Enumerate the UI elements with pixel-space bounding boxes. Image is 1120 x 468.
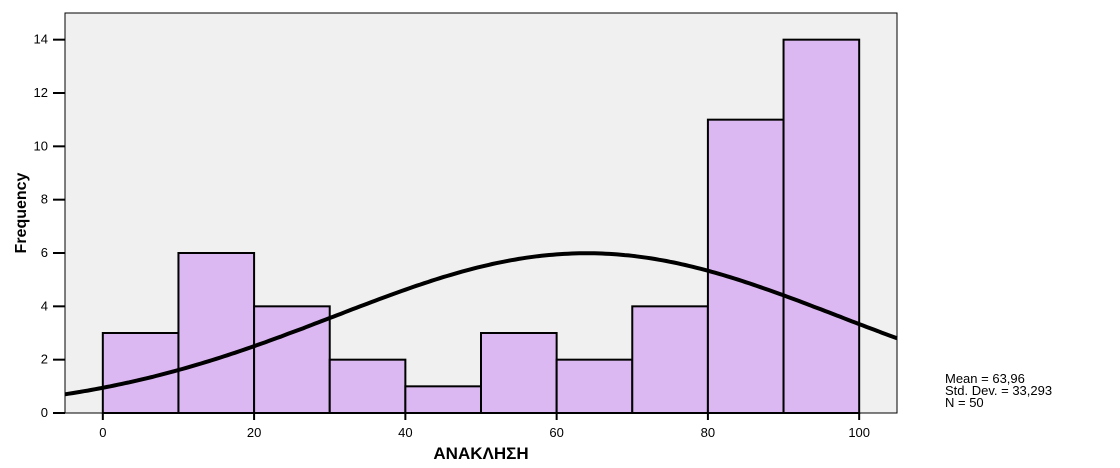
histogram-bar	[706, 118, 785, 415]
stats-box: Mean = 63,96 Std. Dev. = 33,293 N = 50	[945, 371, 1053, 410]
n-label: N = 50	[945, 395, 984, 410]
y-tick-label: 12	[34, 85, 48, 100]
plot-frame	[64, 12, 898, 414]
y-tick-label: 0	[41, 405, 48, 420]
histogram-bar	[480, 332, 558, 414]
x-tick-label: 0	[99, 425, 106, 440]
x-tick-label: 100	[848, 425, 870, 440]
y-tick-label: 8	[41, 192, 48, 207]
histogram-bar	[177, 252, 256, 414]
histogram-bar	[555, 358, 634, 414]
y-tick-label: 6	[41, 245, 48, 260]
x-tick-label: 40	[398, 425, 412, 440]
y-tick-label: 14	[34, 32, 48, 47]
x-tick-label: 20	[247, 425, 261, 440]
histogram-bar	[782, 38, 861, 415]
y-tick-label: 10	[34, 138, 48, 153]
histogram-bar	[328, 358, 407, 414]
y-tick-label: 2	[41, 352, 48, 367]
x-tick-label: 60	[549, 425, 563, 440]
std-dev-label: Std. Dev. = 33,293	[945, 383, 1053, 398]
histogram-bar	[404, 385, 483, 415]
normal-curve	[64, 251, 898, 397]
histogram-bar	[631, 305, 709, 415]
y-tick-label: 4	[41, 298, 48, 313]
y-axis-title: Frequency	[13, 172, 30, 253]
x-tick-label: 80	[701, 425, 715, 440]
x-axis-title: ΑΝΑΚΛΗΣΗ	[433, 444, 528, 463]
mean-label: Mean = 63,96	[945, 371, 1025, 386]
